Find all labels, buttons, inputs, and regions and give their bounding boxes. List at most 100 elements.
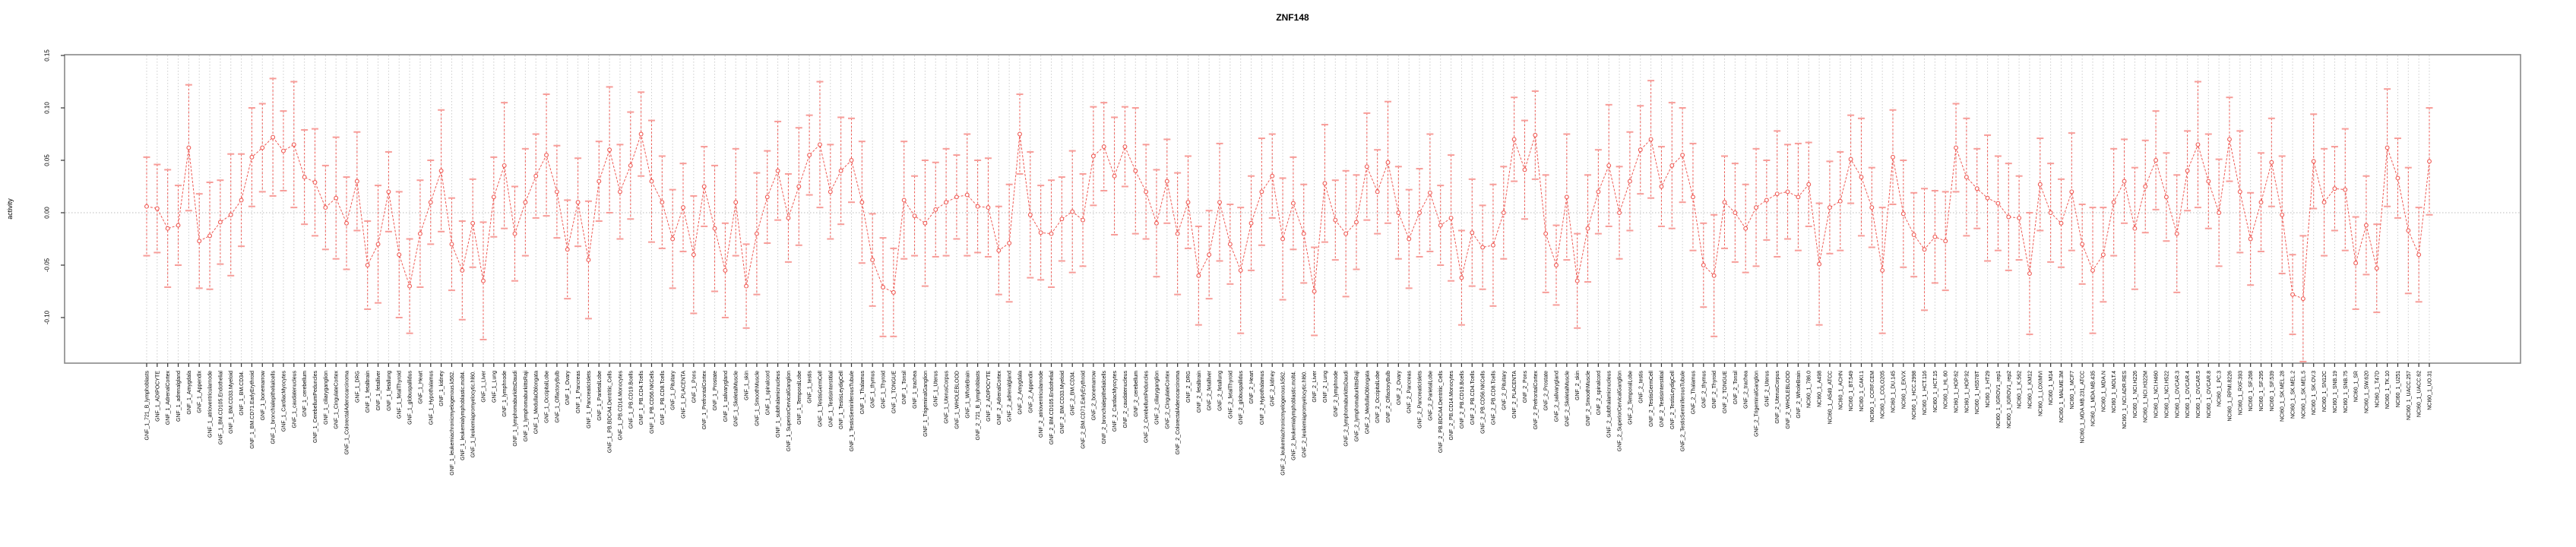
x-tick-label: GNF_2_PB.CD8.Tcells (1491, 371, 1496, 425)
x-tick-label: GNF_1_Prostate (713, 371, 718, 411)
data-point (1459, 275, 1464, 280)
x-tick-label: NCI60_1_HS578T (1975, 370, 1980, 414)
x-tick-label: GNF_1_PB.CD14.Monocytes (618, 371, 623, 441)
x-tick-label: NCI60_1_SF.268 (2248, 371, 2254, 411)
x-tick-label: GNF_2_Prostate (1544, 371, 1549, 411)
x-tick-label: GNF_2_Appendix (1028, 371, 1033, 413)
x-tick-label: NCI60_1_M14 (2049, 371, 2054, 405)
data-point (1227, 242, 1233, 247)
x-tick-label: GNF_2_PB.CD14.Monocytes (1449, 371, 1454, 441)
x-tick-label: GNF_2_CingulateCortex (1165, 371, 1170, 429)
data-point (2406, 228, 2411, 233)
data-point (2037, 182, 2043, 187)
x-tick-label: GNF_2_BM.CD34. (1071, 371, 1076, 416)
data-point (2069, 189, 2074, 194)
data-point (271, 134, 276, 140)
x-tick-label: GNF_2_caudatenucleus (1123, 371, 1128, 428)
data-point (2227, 137, 2232, 142)
data-point (1691, 194, 1695, 200)
data-point (1490, 242, 1495, 248)
data-point (1638, 147, 1643, 153)
data-point (2090, 267, 2095, 273)
x-tick-label: NCI60_1_CCRF.CEM (1870, 371, 1875, 422)
data-point (1280, 236, 1286, 242)
x-tick-label: GNF_1_TestisGermCell (818, 371, 823, 427)
x-tick-label: NCI60_1_MCF7 (2070, 371, 2075, 409)
x-tick-label: GNF_1_globuspallidus (408, 371, 413, 425)
y-axis-label: activity (6, 198, 14, 220)
x-tick-label: NCI60_1_NCI.H522 (2164, 371, 2169, 418)
data-point (1617, 210, 1622, 215)
data-point (954, 194, 959, 200)
x-tick-label: GNF_2_fetalliver (1207, 370, 1213, 410)
data-point (1154, 220, 1159, 226)
x-tick-label: NCI60_1_MDA.N (2101, 371, 2106, 412)
x-tick-label: GNF_1_adrenalgland (176, 371, 182, 422)
data-point (2280, 212, 2285, 217)
x-tick-label: GNF_2_PB.BDCA4.Dentritic_Cells (1438, 371, 1444, 454)
data-point (849, 158, 854, 163)
x-tick-label: GNF_1_PB.BDCA4.Dentritic_Cells (608, 371, 613, 454)
x-tick-label: GNF_1_spinalcord (765, 371, 771, 415)
data-point (2311, 159, 2316, 164)
data-point (838, 168, 843, 173)
data-point (1270, 173, 1275, 179)
x-tick-label: NCI60_1_SNB.19 (2333, 371, 2338, 413)
x-tick-label: NCI60_1_IGROV1_rep2 (2007, 371, 2012, 428)
x-tick-label: NCI60_1_LOXIMVI (2038, 371, 2043, 416)
data-point (312, 180, 318, 185)
data-point (1522, 167, 1527, 172)
data-point (1574, 278, 1580, 283)
x-tick-label: GNF_1_Appendix (198, 371, 203, 413)
x-tick-label: GNF_1_Ovary (565, 371, 571, 406)
x-tick-label: NCI60_1_BT.549 (1849, 371, 1854, 411)
data-point (1027, 212, 1033, 217)
data-point (386, 189, 391, 194)
x-tick-label: NCI60_1_COLO205 (1881, 371, 1886, 419)
data-point (975, 204, 980, 209)
data-point (344, 220, 349, 226)
x-tick-label: GNF_1_Liver (481, 370, 486, 402)
data-point (859, 200, 865, 205)
x-tick-label: GNF_1_leukemialymphoblastic.molt4. (460, 371, 466, 460)
x-tick-label: GNF_2_adrenalgland (1008, 371, 1013, 422)
x-tick-label: NCI60_1_NCI.H322M (2144, 371, 2149, 422)
x-tick-label: NCI60_1_UACC.62 (2417, 371, 2423, 417)
data-point (449, 242, 454, 247)
data-point (2290, 292, 2295, 297)
data-point (502, 163, 507, 168)
x-tick-label: GNF_2_Thyroid (1712, 371, 1717, 409)
data-point (2122, 179, 2127, 184)
x-tick-label: GNF_1_Pituitary (671, 371, 676, 410)
x-tick-label: NCI60_1_HCT.15 (1933, 371, 1938, 413)
data-point (354, 179, 359, 184)
data-point (681, 205, 685, 210)
x-tick-label: GNF_2_fetallung (1218, 371, 1223, 411)
data-point (575, 200, 581, 205)
x-tick-label: GNF_2_BM.CD33.Myeloid (1060, 371, 1065, 434)
data-point (754, 231, 759, 236)
x-tick-label: GNF_1_OlfactoryBulb (555, 371, 560, 423)
x-tick-label: GNF_1_PLACENTA (682, 371, 687, 419)
data-point (2300, 296, 2305, 302)
x-tick-label: GNF_1_TrigeminalGanglion (923, 371, 929, 437)
x-tick-label: GNF_1_Lung (492, 371, 497, 403)
data-point (2100, 252, 2106, 258)
x-tick-label: GNF_1_ColorectalAdenocarcinoma (345, 371, 350, 455)
data-point (2059, 220, 2064, 226)
x-tick-label: GNF_1_fetalliver (376, 370, 381, 410)
x-tick-label: GNF_1_atrioventricularnode (208, 371, 214, 438)
data-point (239, 198, 244, 203)
x-tick-label: GNF_2_ciliaryganglion (1154, 371, 1160, 425)
data-point (786, 215, 791, 220)
x-tick-label: GNF_2_BM.CD71.EarlyErythroid (1081, 371, 1087, 449)
x-tick-label: GNF_1_Hypothalamus (429, 371, 434, 425)
x-tick-label: GNF_1_Tonsil (902, 371, 907, 405)
x-tick-label: GNF_1_CingulateCortex (334, 371, 340, 429)
x-tick-label: GNF_2_WholeBrain (1796, 371, 1802, 419)
data-point (470, 220, 476, 226)
x-tick-label: GNF_1_kidney (439, 371, 445, 406)
data-point (733, 200, 739, 205)
x-tick-label: GNF_1_PB.CD19.Bcells (628, 371, 634, 429)
data-point (1059, 217, 1065, 222)
